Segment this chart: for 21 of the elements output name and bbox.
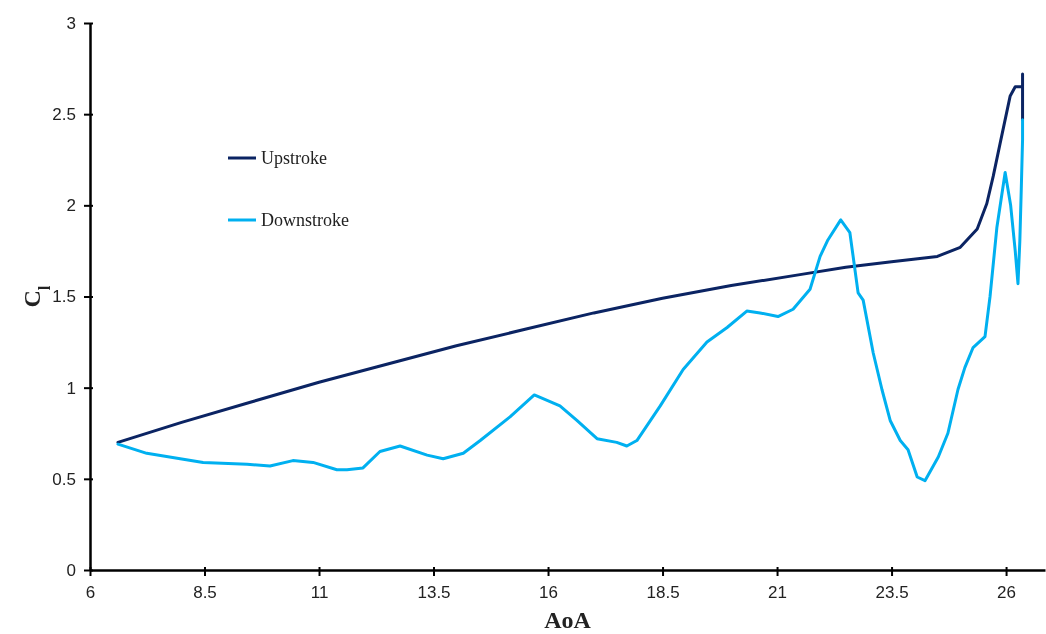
legend-label: Downstroke [261,210,349,230]
y-tick-label: 2 [66,196,76,216]
y-tick-label: 1 [66,378,76,398]
y-tick-label: 0 [66,560,76,580]
legend-label: Upstroke [261,148,327,168]
y-tick-label: 1.5 [52,287,76,307]
x-tick-label: 11 [310,582,329,602]
y-tick-label: 2.5 [52,105,76,125]
x-tick-label: 18.5 [646,582,680,602]
line-series [116,118,1025,483]
x-tick-label: 23.5 [875,582,909,602]
x-axis-title: AoA [544,607,592,633]
line-series [116,72,1025,444]
x-tick-label: 26 [997,582,1017,602]
x-tick-label: 16 [539,582,558,602]
y-tick-label: 3 [66,13,76,33]
x-tick-label: 6 [85,582,96,602]
x-tick-label: 21 [768,582,788,602]
y-tick-label: 0.5 [52,469,76,489]
x-tick-label: 13.5 [417,582,451,602]
x-tick-label: 8.5 [193,582,217,602]
